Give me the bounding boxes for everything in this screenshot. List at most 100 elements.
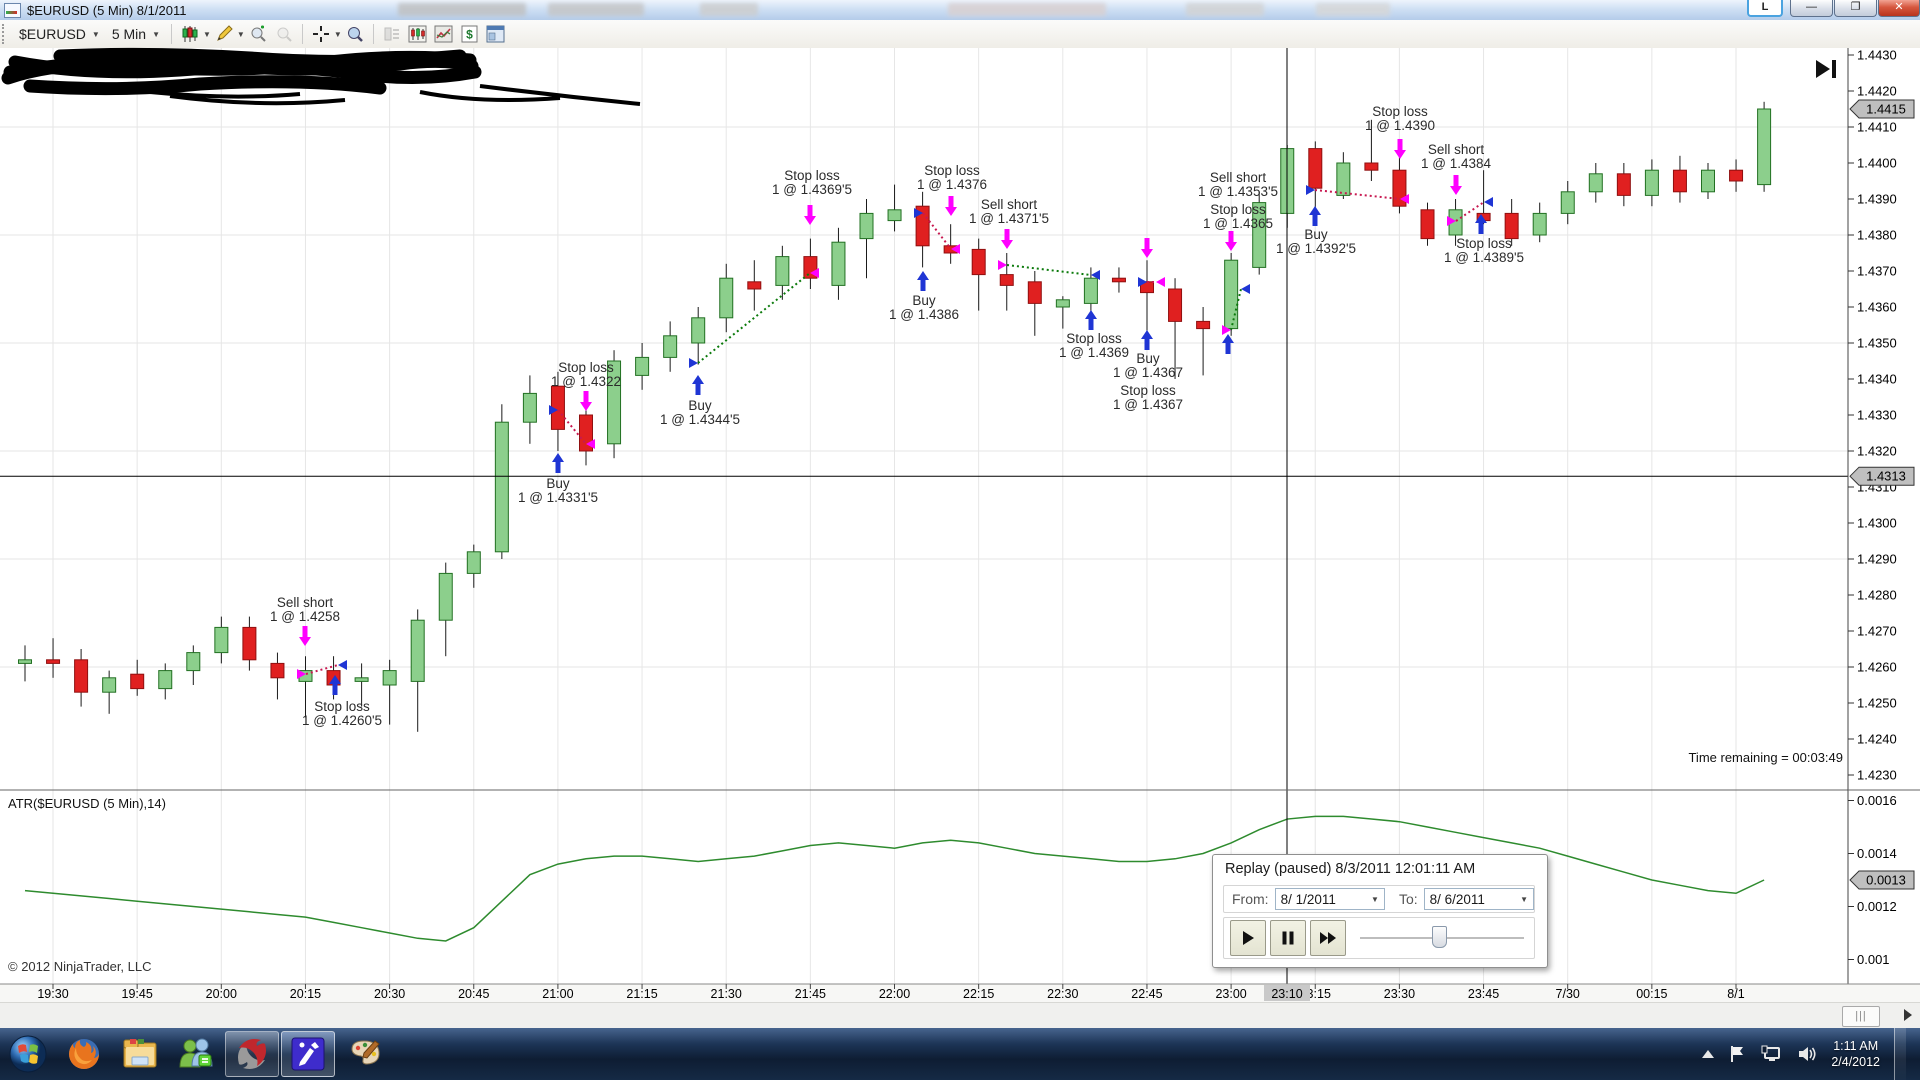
show-desktop-button[interactable] [1894,1028,1906,1080]
zoom-in-button[interactable] [246,23,270,45]
taskbar-item-explorer[interactable] [113,1031,167,1077]
candle[interactable] [719,277,734,319]
candle[interactable] [18,659,32,664]
chevron-down-icon[interactable]: ▼ [333,29,342,39]
candle[interactable] [1252,202,1267,268]
candle[interactable] [635,356,650,376]
candle[interactable] [1055,299,1070,308]
candle[interactable] [999,274,1014,286]
candle[interactable] [102,677,117,693]
replay-to-select[interactable]: 8/ 6/2011 ▼ [1423,888,1534,910]
play-button[interactable] [1230,920,1266,956]
zoom-out-button[interactable] [272,23,296,45]
candle[interactable] [186,652,201,672]
candle[interactable] [46,659,61,664]
chart-style-button[interactable] [178,23,202,45]
candle[interactable] [1336,162,1351,196]
candle[interactable] [242,626,257,661]
candle[interactable] [1027,281,1042,304]
pause-button[interactable] [1270,920,1306,956]
candle[interactable] [522,392,537,423]
slider-thumb[interactable] [1432,926,1447,948]
candle[interactable] [1392,169,1407,207]
account-button[interactable]: $ [458,23,482,45]
candle[interactable] [1729,169,1744,182]
candle[interactable] [1644,169,1659,196]
candle[interactable] [130,673,145,690]
candle[interactable] [1532,212,1547,236]
candle[interactable] [1560,191,1575,214]
minimize-button[interactable]: — [1790,0,1833,17]
candle[interactable] [1757,108,1772,186]
candle[interactable] [466,551,481,574]
link-button[interactable]: L [1747,0,1783,17]
volume-icon[interactable] [1797,1045,1817,1063]
candle[interactable] [354,677,369,682]
replay-from-select[interactable]: 8/ 1/2011 ▼ [1274,888,1385,910]
properties-button[interactable] [484,23,508,45]
chevron-down-icon[interactable]: ▼ [236,29,245,39]
go-to-last-bar-icon[interactable] [1816,60,1836,78]
candle[interactable] [1224,259,1239,330]
chevron-down-icon[interactable]: ▼ [202,29,211,39]
data-series-button[interactable] [380,23,404,45]
candle[interactable] [1196,320,1211,330]
horizontal-scrollbar[interactable]: ||| [0,1002,1920,1029]
start-button[interactable] [1,1031,55,1077]
candle[interactable] [775,256,790,286]
chart-window-button[interactable] [406,23,430,45]
candle[interactable] [438,572,453,621]
toolbar-grip[interactable] [2,24,9,44]
taskbar-item-messenger[interactable] [169,1031,223,1077]
instrument-selector[interactable]: $EURUSD ▼ [13,24,106,44]
candle[interactable] [410,619,425,682]
restore-button[interactable]: ❐ [1834,0,1877,17]
trade-entry-label: Buy [1304,227,1328,242]
candle[interactable] [971,248,986,276]
scrollbar-grip[interactable]: ||| [1842,1006,1880,1027]
candle[interactable] [607,360,622,445]
candle[interactable] [579,414,593,452]
taskbar-item-firefox[interactable] [57,1031,111,1077]
candle[interactable] [382,670,397,686]
candle[interactable] [1168,288,1183,322]
candle[interactable] [663,335,678,358]
candle[interactable] [1364,162,1379,171]
candle[interactable] [1308,148,1323,189]
candle[interactable] [1588,173,1603,193]
taskbar-item-paint[interactable] [337,1031,391,1077]
scroll-right-arrow-icon[interactable] [1904,1009,1912,1021]
candle[interactable] [831,241,846,286]
candle[interactable] [74,659,89,693]
candle[interactable] [859,212,874,240]
candle[interactable] [887,209,902,222]
candle[interactable] [214,626,229,654]
cursor-mode-button[interactable] [309,23,333,45]
candle[interactable] [1420,209,1435,240]
action-center-flag-icon[interactable] [1729,1045,1747,1063]
interval-selector[interactable]: 5 Min ▼ [106,24,166,44]
replay-speed-slider[interactable] [1360,921,1524,955]
candle[interactable] [1111,277,1126,283]
candle[interactable] [747,281,762,290]
candle[interactable] [1701,169,1715,193]
candle[interactable] [1672,169,1687,193]
candle[interactable] [1504,212,1519,240]
candle[interactable] [915,205,930,247]
candle[interactable] [691,317,706,344]
candle[interactable] [494,421,509,553]
chart-trader-button[interactable] [432,23,456,45]
taskbar-clock[interactable]: 1:11 AM 2/4/2012 [1831,1038,1880,1070]
taskbar-item-ninjatrader[interactable] [225,1031,279,1077]
draw-button[interactable] [212,23,236,45]
magnifier-button[interactable] [343,23,367,45]
candle[interactable] [270,662,285,679]
taskbar-item-snipping-tool[interactable] [281,1031,335,1077]
network-icon[interactable] [1761,1045,1783,1063]
candle[interactable] [158,670,173,690]
candle[interactable] [1083,277,1098,304]
candle[interactable] [1616,173,1631,196]
fast-forward-button[interactable] [1310,920,1346,956]
hidden-icons-button[interactable] [1701,1049,1715,1059]
